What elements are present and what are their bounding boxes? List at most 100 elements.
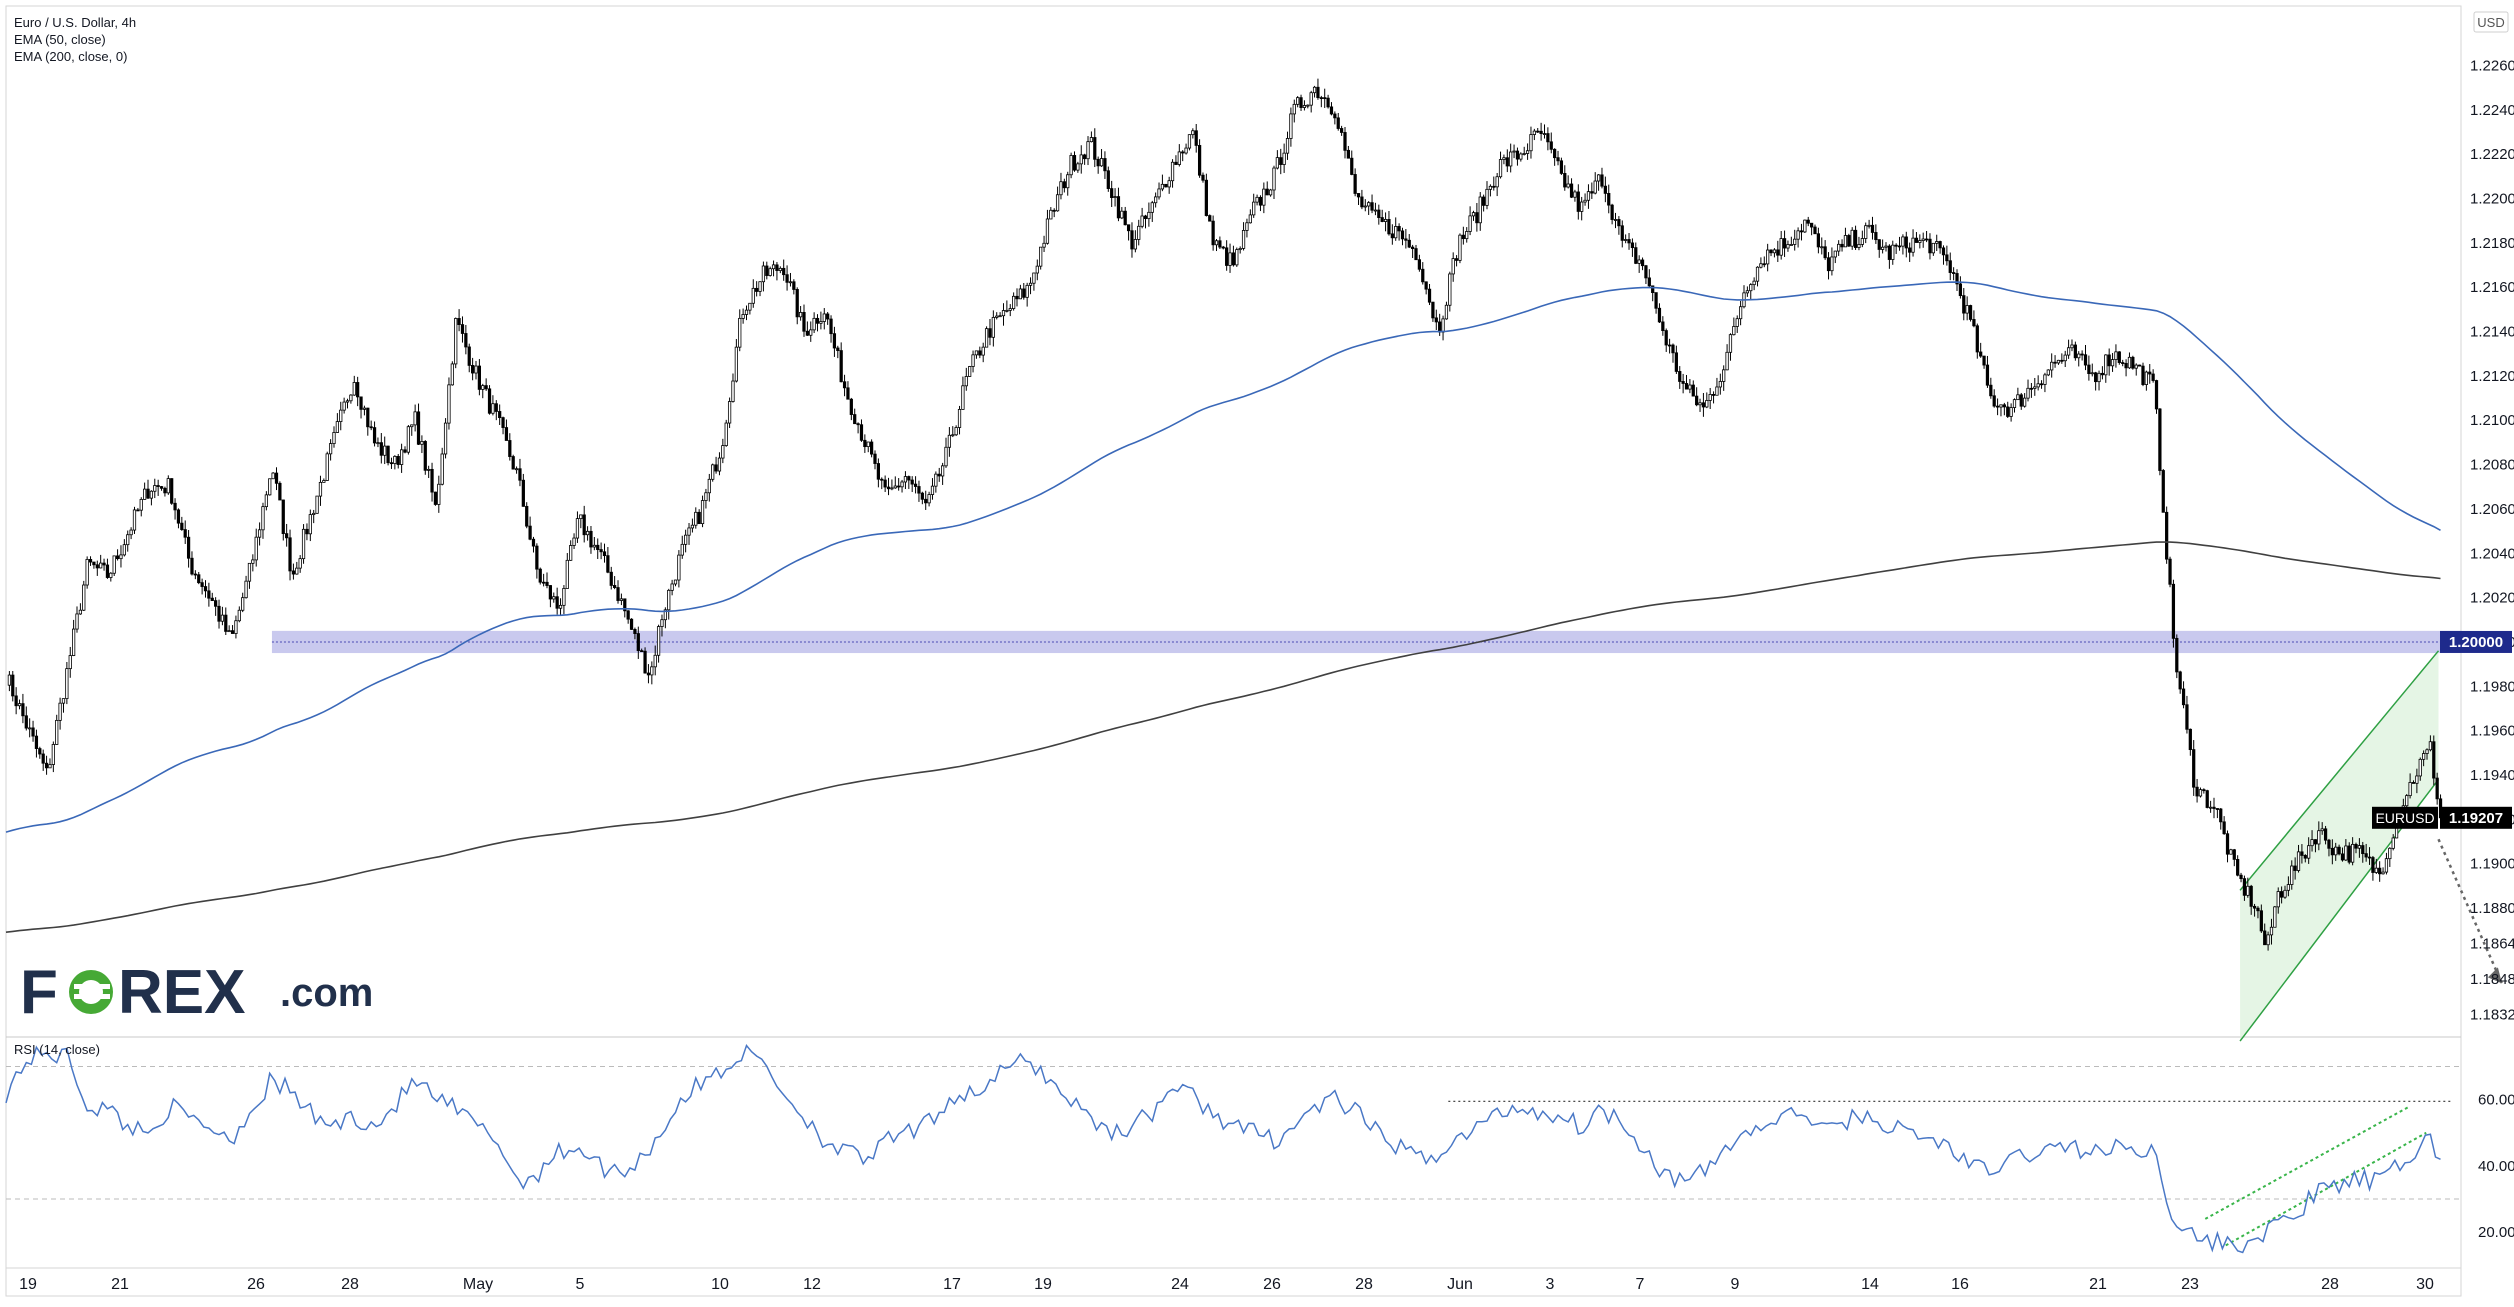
candle xyxy=(1394,217,1398,241)
candle xyxy=(58,697,62,730)
candle xyxy=(2151,369,2155,383)
candle xyxy=(1424,281,1428,295)
candle xyxy=(670,579,674,596)
candle xyxy=(1228,243,1232,273)
candle xyxy=(1339,125,1344,136)
candle xyxy=(1093,128,1097,168)
candle xyxy=(1688,378,1692,394)
candle xyxy=(322,478,326,483)
candle xyxy=(1769,249,1773,257)
candle xyxy=(880,477,884,490)
candle xyxy=(714,456,718,474)
time-tick-label: 19 xyxy=(19,1276,37,1293)
candle xyxy=(1630,238,1635,257)
candle xyxy=(1586,184,1591,209)
candle xyxy=(1110,180,1114,208)
candle xyxy=(964,367,968,391)
candle xyxy=(1759,257,1763,269)
candle xyxy=(1647,269,1651,287)
candle xyxy=(399,443,404,473)
candle xyxy=(514,466,519,474)
candle xyxy=(24,706,28,731)
candle xyxy=(2300,844,2304,864)
candle xyxy=(897,478,901,491)
legend-ema50: EMA (50, close) xyxy=(14,32,106,47)
candle xyxy=(927,491,931,507)
candle xyxy=(2296,844,2301,873)
candle xyxy=(2347,842,2351,865)
time-tick-label: 28 xyxy=(1355,1276,1373,1293)
candle xyxy=(2425,748,2429,760)
candle xyxy=(1921,232,1925,248)
candle xyxy=(298,555,302,573)
candle xyxy=(7,671,11,692)
candle xyxy=(1985,355,1990,388)
time-tick-label: 14 xyxy=(1861,1276,1879,1293)
candle xyxy=(247,562,252,589)
candle xyxy=(1356,193,1361,206)
candle xyxy=(2337,844,2341,856)
axes: 1.22600 1.22400 1.22200 1.22000 1.21800 1.216… xyxy=(19,57,2514,1293)
candle xyxy=(88,556,93,566)
candle xyxy=(1782,230,1787,257)
candle xyxy=(197,571,201,585)
candle xyxy=(613,576,617,590)
candle xyxy=(974,350,979,359)
price-tick-label: 1.19400 xyxy=(2470,767,2514,784)
price-tick-label: 1.22200 xyxy=(2470,146,2514,163)
currency-selector[interactable]: USD xyxy=(2473,11,2509,33)
candle xyxy=(829,315,833,343)
candle xyxy=(2276,887,2280,914)
rsi-tick-label: 60.00 xyxy=(2478,1092,2514,1109)
candle xyxy=(1123,206,1127,226)
candle xyxy=(163,486,167,497)
candle xyxy=(1377,204,1381,225)
candle xyxy=(1532,128,1536,141)
candle xyxy=(2320,822,2324,835)
time-tick-label: May xyxy=(463,1276,493,1293)
candle xyxy=(2307,837,2311,864)
candle xyxy=(640,648,644,653)
candle xyxy=(460,316,465,343)
candle xyxy=(403,446,407,454)
candle xyxy=(535,543,539,579)
candle xyxy=(1407,234,1411,249)
candle xyxy=(1553,148,1557,166)
candle xyxy=(1066,171,1070,196)
time-tick-label: 26 xyxy=(1263,1276,1281,1293)
candle xyxy=(85,556,89,589)
candle xyxy=(2168,556,2172,588)
candle xyxy=(1204,173,1208,217)
candle xyxy=(1708,387,1712,410)
candle xyxy=(873,450,877,470)
candle xyxy=(220,606,225,626)
candle xyxy=(1958,276,1963,299)
candle xyxy=(41,749,45,771)
candle xyxy=(2195,778,2199,803)
candle xyxy=(132,506,137,534)
candle xyxy=(738,309,742,352)
legend-title: Euro / U.S. Dollar, 4h xyxy=(14,15,136,30)
price-tick-label: 1.22000 xyxy=(2470,190,2514,207)
candle xyxy=(1042,235,1046,252)
candle xyxy=(1177,144,1181,167)
candle xyxy=(798,305,803,321)
candle xyxy=(2435,772,2439,805)
candle xyxy=(1258,195,1263,212)
candle xyxy=(180,516,184,531)
candle xyxy=(903,471,908,490)
candle xyxy=(984,326,989,348)
candle xyxy=(988,319,992,346)
candle xyxy=(1772,248,1777,258)
candle xyxy=(2259,904,2263,933)
candle xyxy=(856,422,860,434)
projection-arrowhead xyxy=(2487,967,2502,984)
candle xyxy=(2175,634,2179,679)
candle xyxy=(126,530,130,552)
candle xyxy=(2154,379,2159,414)
candle xyxy=(92,561,96,569)
candle xyxy=(1113,188,1117,207)
candle xyxy=(1312,85,1317,98)
level-label-text: 1.20000 xyxy=(2449,634,2503,651)
